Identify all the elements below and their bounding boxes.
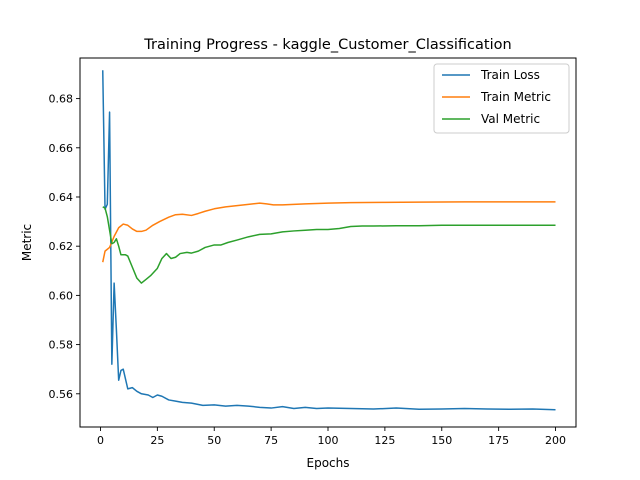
y-tick-label: 0.68 xyxy=(49,93,74,106)
x-tick-label: 50 xyxy=(207,434,221,447)
y-axis-ticks: 0.56 0.58 0.60 0.62 0.64 0.66 0.68 xyxy=(49,93,80,401)
y-tick-label: 0.66 xyxy=(49,142,74,155)
x-tick-label: 125 xyxy=(374,434,395,447)
x-axis-label: Epochs xyxy=(307,456,350,470)
legend-label: Train Metric xyxy=(480,90,551,104)
x-tick-label: 75 xyxy=(264,434,278,447)
legend-label: Val Metric xyxy=(481,112,540,126)
x-tick-label: 175 xyxy=(488,434,509,447)
x-tick-label: 150 xyxy=(431,434,452,447)
y-tick-label: 0.58 xyxy=(49,339,74,352)
legend: Train Loss Train Metric Val Metric xyxy=(433,63,570,134)
y-tick-label: 0.62 xyxy=(49,240,74,253)
y-tick-label: 0.60 xyxy=(49,289,74,302)
x-tick-label: 0 xyxy=(97,434,104,447)
series-line-train-metric xyxy=(102,201,556,263)
y-tick-label: 0.64 xyxy=(49,191,74,204)
y-axis-label: Metric xyxy=(20,224,34,261)
x-axis-ticks: 0 25 50 75 100 125 150 175 200 xyxy=(97,427,566,447)
plot-lines xyxy=(102,70,556,411)
legend-box xyxy=(433,63,570,134)
series-line-train-loss xyxy=(102,70,556,411)
x-tick-label: 100 xyxy=(318,434,339,447)
y-tick-label: 0.56 xyxy=(49,388,74,401)
x-tick-label: 200 xyxy=(545,434,566,447)
series-line-val-metric xyxy=(102,206,556,284)
x-tick-label: 25 xyxy=(150,434,164,447)
legend-label: Train Loss xyxy=(480,68,540,82)
chart-title: Training Progress - kaggle_Customer_Clas… xyxy=(143,37,511,53)
